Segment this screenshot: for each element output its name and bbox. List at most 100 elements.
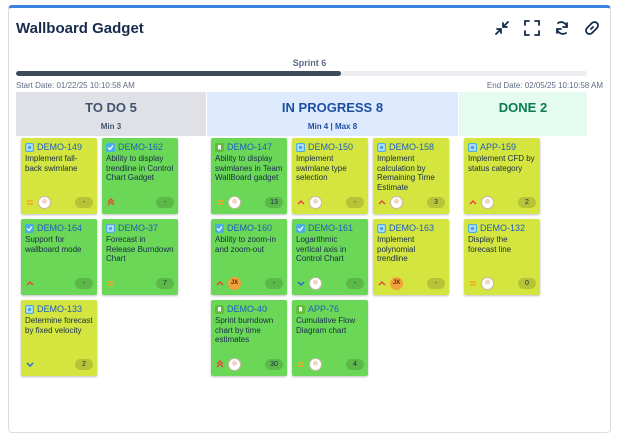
estimate-badge: -: [75, 277, 93, 289]
task-type-icon: [25, 304, 34, 314]
issue-key[interactable]: DEMO-133: [37, 304, 83, 314]
collapse-icon[interactable]: [493, 19, 511, 37]
issue-key[interactable]: DEMO-37: [118, 223, 159, 233]
estimate-badge: 13: [265, 196, 283, 208]
card-footer: -: [296, 195, 364, 209]
link-icon[interactable]: [583, 19, 601, 37]
low-priority-icon: [296, 278, 306, 288]
issue-key[interactable]: DEMO-164: [37, 223, 83, 233]
issue-summary: Implement calculation by Remaining Time …: [377, 154, 435, 192]
estimate-badge: 3: [427, 196, 445, 208]
estimate-badge: 0: [518, 277, 536, 289]
task-type-icon: [377, 223, 386, 233]
card-footer: 3: [377, 195, 445, 209]
issue-card[interactable]: DEMO-150 Implement swimlane type selectio…: [292, 138, 368, 214]
high-priority-icon: [468, 197, 478, 207]
task-type-icon: [377, 142, 386, 152]
issue-card[interactable]: DEMO-163 Implement polynomial trendline JX…: [373, 219, 449, 295]
high-priority-icon: [296, 197, 306, 207]
issue-card[interactable]: APP-76 Cumulative Flow Diagram chart 4: [292, 300, 368, 376]
estimate-badge: -: [265, 277, 283, 289]
issue-summary: Sprint burndown chart by time estimates: [215, 316, 274, 344]
high-priority-icon: [215, 278, 225, 288]
issue-key[interactable]: DEMO-160: [227, 223, 273, 233]
column-header-done: DONE 2: [459, 92, 587, 136]
column-name: DONE 2: [498, 100, 548, 115]
column-header-in-progress: IN PROGRESS 8 Min 4 | Max 8: [207, 92, 458, 136]
issue-card[interactable]: DEMO-162 Ability to display trendline in …: [102, 138, 178, 214]
assignee-avatar: [481, 276, 494, 290]
issue-key[interactable]: DEMO-158: [389, 142, 435, 152]
card-footer: 13: [215, 195, 283, 209]
card-footer: 2: [468, 195, 536, 209]
column-name: IN PROGRESS 8: [281, 100, 384, 115]
story-type-icon: [215, 304, 224, 314]
card-key-row: DEMO-160: [215, 223, 283, 233]
assignee-avatar: [228, 195, 241, 209]
issue-key[interactable]: DEMO-149: [37, 142, 83, 152]
card-footer: -: [25, 195, 93, 209]
task-type-icon: [296, 142, 305, 152]
estimate-badge: 7: [156, 277, 174, 289]
high-priority-icon: [25, 278, 35, 288]
sprint-start-date: Start Date: 01/22/25 10:10:58 AM: [16, 81, 135, 90]
card-key-row: DEMO-150: [296, 142, 364, 152]
issue-card[interactable]: DEMO-147 Ability to display swimlanes in …: [211, 138, 287, 214]
estimate-badge: -: [75, 196, 93, 208]
low-priority-icon: [25, 359, 35, 369]
issue-card[interactable]: DEMO-164 Support for wallboard mode -: [21, 219, 97, 295]
medium-priority-icon: [106, 278, 116, 288]
card-key-row: APP-159: [468, 142, 536, 152]
assignee-avatar: [390, 195, 403, 209]
card-key-row: DEMO-37: [106, 223, 174, 233]
assignee-avatar: [38, 195, 51, 209]
issue-card[interactable]: DEMO-158 Implement calculation by Remaini…: [373, 138, 449, 214]
estimate-badge: -: [346, 196, 364, 208]
sprint-name: Sprint 6: [292, 58, 327, 68]
issue-card[interactable]: DEMO-132 Display the forecast line 0: [464, 219, 540, 295]
issue-card[interactable]: DEMO-133 Determine forecast by fixed velo…: [21, 300, 97, 376]
card-key-row: DEMO-132: [468, 223, 536, 233]
issue-summary: Ability to zoom-in and zoom-out: [215, 235, 276, 254]
assignee-avatar: JX: [390, 276, 403, 290]
estimate-badge: 2: [518, 196, 536, 208]
issue-key[interactable]: DEMO-150: [308, 142, 354, 152]
issue-card[interactable]: DEMO-160 Ability to zoom-in and zoom-out J…: [211, 219, 287, 295]
issue-key[interactable]: DEMO-161: [308, 223, 354, 233]
issue-key[interactable]: DEMO-40: [227, 304, 268, 314]
highest-priority-icon: [106, 197, 116, 207]
card-key-row: DEMO-163: [377, 223, 445, 233]
card-footer: 2: [25, 357, 93, 371]
issue-summary: Implement fall-back swimlane: [25, 154, 78, 173]
medium-priority-icon: [25, 197, 35, 207]
medium-priority-icon: [296, 359, 306, 369]
assignee-avatar: [481, 195, 494, 209]
sprint-progress-fill: [16, 71, 342, 76]
issue-card[interactable]: APP-159 Implement CFD by status category 2: [464, 138, 540, 214]
issue-card[interactable]: DEMO-37 Forecast in Release Burndown Char…: [102, 219, 178, 295]
estimate-badge: 4: [346, 358, 364, 370]
card-footer: JX -: [215, 276, 283, 290]
assignee-avatar: [309, 276, 322, 290]
card-key-row: DEMO-161: [296, 223, 364, 233]
fullscreen-icon[interactable]: [523, 19, 541, 37]
card-key-row: DEMO-149: [25, 142, 93, 152]
issue-card[interactable]: DEMO-40 Sprint burndown chart by time est…: [211, 300, 287, 376]
issue-card[interactable]: DEMO-161 Logarithmic vertical axis in Con…: [292, 219, 368, 295]
highest-priority-icon: [215, 359, 225, 369]
refresh-icon[interactable]: [553, 19, 571, 37]
column-name: TO DO 5: [85, 100, 137, 115]
issue-key[interactable]: APP-76: [308, 304, 340, 314]
card-footer: 4: [296, 357, 364, 371]
issue-key[interactable]: DEMO-147: [227, 142, 273, 152]
issue-key[interactable]: DEMO-162: [118, 142, 164, 152]
issue-card[interactable]: DEMO-149 Implement fall-back swimlane -: [21, 138, 97, 214]
card-footer: -: [106, 195, 174, 209]
task-type-icon: [468, 223, 477, 233]
issue-key[interactable]: DEMO-163: [389, 223, 435, 233]
issue-summary: Forecast in Release Burndown Chart: [106, 235, 174, 263]
estimate-badge: 30: [265, 358, 283, 370]
issue-key[interactable]: DEMO-132: [480, 223, 526, 233]
issue-key[interactable]: APP-159: [480, 142, 517, 152]
card-key-row: APP-76: [296, 304, 364, 314]
